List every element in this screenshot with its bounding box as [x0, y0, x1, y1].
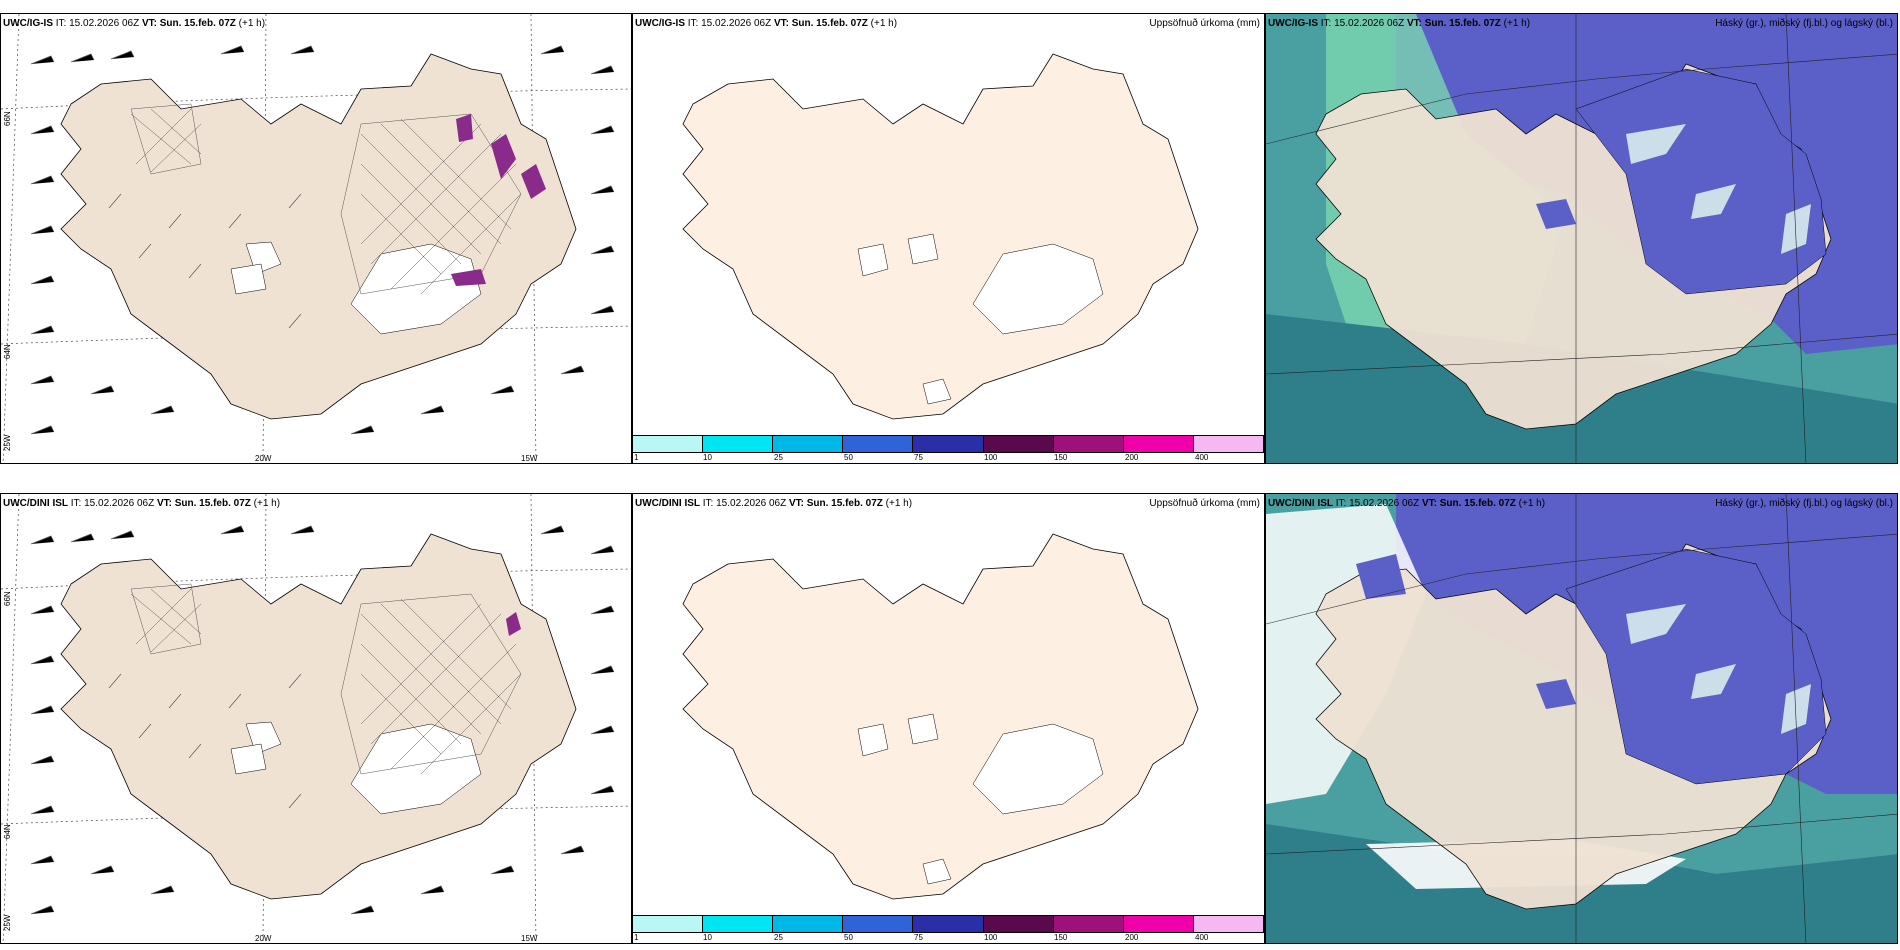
colorbar-tick: 400	[1195, 933, 1209, 942]
colorbar	[633, 435, 1264, 453]
lat-label: 25W	[3, 434, 12, 451]
precip-patches	[506, 612, 521, 636]
lat-label: 25W	[3, 914, 12, 931]
map-canvas	[682, 533, 1199, 900]
colorbar-cell	[913, 916, 984, 932]
wind-cloud-map-row1: UWC/IG-IS IT: 15.02.2026 06Z VT: Sun. 15…	[0, 13, 632, 464]
colorbar-cell	[1123, 916, 1194, 932]
map-canvas	[1266, 14, 1897, 463]
cloud-map-row1: UWC/IG-IS IT: 15.02.2026 06Z VT: Sun. 15…	[1265, 13, 1898, 464]
colorbar-tick: 200	[1125, 453, 1139, 462]
panel-right-title: Háský (gr.), miðský (fj.bl.) og lágský (…	[1715, 18, 1893, 29]
iceland-land	[60, 533, 577, 900]
colorbar-cell	[1193, 916, 1264, 932]
panel-title: UWC/IG-IS IT: 15.02.2026 06Z VT: Sun. 15…	[635, 18, 898, 29]
colorbar-cell	[633, 436, 704, 452]
colorbar-cell	[843, 916, 914, 932]
colorbar-cell	[913, 436, 984, 452]
lat-label: 66N	[3, 111, 12, 126]
iceland-land	[682, 533, 1199, 900]
colorbar-tick: 150	[1054, 453, 1068, 462]
colorbar-tick: 75	[914, 933, 923, 942]
colorbar-cell	[773, 436, 844, 452]
wind-barbs	[30, 45, 615, 435]
iceland-land	[682, 53, 1199, 420]
colorbar	[633, 915, 1264, 933]
colorbar-tick: 100	[984, 453, 998, 462]
colorbar-ticks: 1 10 25 50 75 100 150 200 400	[633, 453, 1264, 463]
lon-label: 15W	[521, 934, 538, 943]
panel-title: UWC/IG-IS IT: 15.02.2026 06Z VT: Sun. 15…	[3, 18, 266, 29]
colorbar-cell	[703, 436, 774, 452]
colorbar-cell	[983, 916, 1054, 932]
lon-label: 20W	[255, 934, 272, 943]
colorbar-cell	[1123, 436, 1194, 452]
cloud-map-row2: UWC/DINI ISL IT: 15.02.2026 06Z VT: Sun.…	[1265, 493, 1898, 944]
colorbar-cell	[1053, 436, 1124, 452]
colorbar-tick: 200	[1125, 933, 1139, 942]
precip-patches	[451, 114, 546, 286]
panel-title: UWC/DINI ISL IT: 15.02.2026 06Z VT: Sun.…	[635, 498, 913, 509]
lat-label: 64N	[3, 824, 12, 839]
map-canvas	[1266, 494, 1897, 943]
colorbar-cell	[703, 916, 774, 932]
panel-title: UWC/IG-IS IT: 15.02.2026 06Z VT: Sun. 15…	[1268, 18, 1531, 29]
crosshatch-area	[130, 583, 522, 775]
colorbar-tick: 400	[1195, 453, 1209, 462]
map-canvas	[682, 53, 1199, 420]
colorbar-tick: 1	[634, 933, 639, 942]
colorbar-tick: 10	[703, 933, 712, 942]
colorbar-cell	[1053, 916, 1124, 932]
colorbar-tick: 25	[774, 933, 783, 942]
lon-label: 20W	[255, 454, 272, 463]
colorbar-tick: 75	[914, 453, 923, 462]
colorbar-ticks: 1 10 25 50 75 100 150 200 400	[633, 933, 1264, 943]
colorbar-tick: 50	[844, 933, 853, 942]
colorbar-cell	[773, 916, 844, 932]
colorbar-cell	[633, 916, 704, 932]
colorbar-tick: 50	[844, 453, 853, 462]
panel-right-title: Uppsöfnuð úrkoma (mm)	[1149, 498, 1260, 509]
lat-label: 66N	[3, 591, 12, 606]
colorbar-tick: 150	[1054, 933, 1068, 942]
panel-right-title: Uppsöfnuð úrkoma (mm)	[1149, 18, 1260, 29]
precip-map-row1: UWC/IG-IS IT: 15.02.2026 06Z VT: Sun. 15…	[632, 13, 1265, 464]
colorbar-cell	[983, 436, 1054, 452]
map-canvas	[1, 14, 631, 463]
panel-title: UWC/DINI ISL IT: 15.02.2026 06Z VT: Sun.…	[3, 498, 281, 509]
colorbar-cell	[1193, 436, 1264, 452]
wind-cloud-map-row2: UWC/DINI ISL IT: 15.02.2026 06Z VT: Sun.…	[0, 493, 632, 944]
lat-label: 64N	[3, 344, 12, 359]
colorbar-tick: 25	[774, 453, 783, 462]
colorbar-tick: 1	[634, 453, 639, 462]
lon-label: 15W	[521, 454, 538, 463]
iceland-land	[60, 53, 577, 420]
colorbar-cell	[843, 436, 914, 452]
map-canvas	[1, 494, 631, 943]
panel-right-title: Háský (gr.), miðský (fj.bl.) og lágský (…	[1715, 498, 1893, 509]
panel-title: UWC/DINI ISL IT: 15.02.2026 06Z VT: Sun.…	[1268, 498, 1546, 509]
precip-map-row2: UWC/DINI ISL IT: 15.02.2026 06Z VT: Sun.…	[632, 493, 1265, 944]
colorbar-tick: 100	[984, 933, 998, 942]
wind-barbs	[30, 525, 615, 915]
colorbar-tick: 10	[703, 453, 712, 462]
